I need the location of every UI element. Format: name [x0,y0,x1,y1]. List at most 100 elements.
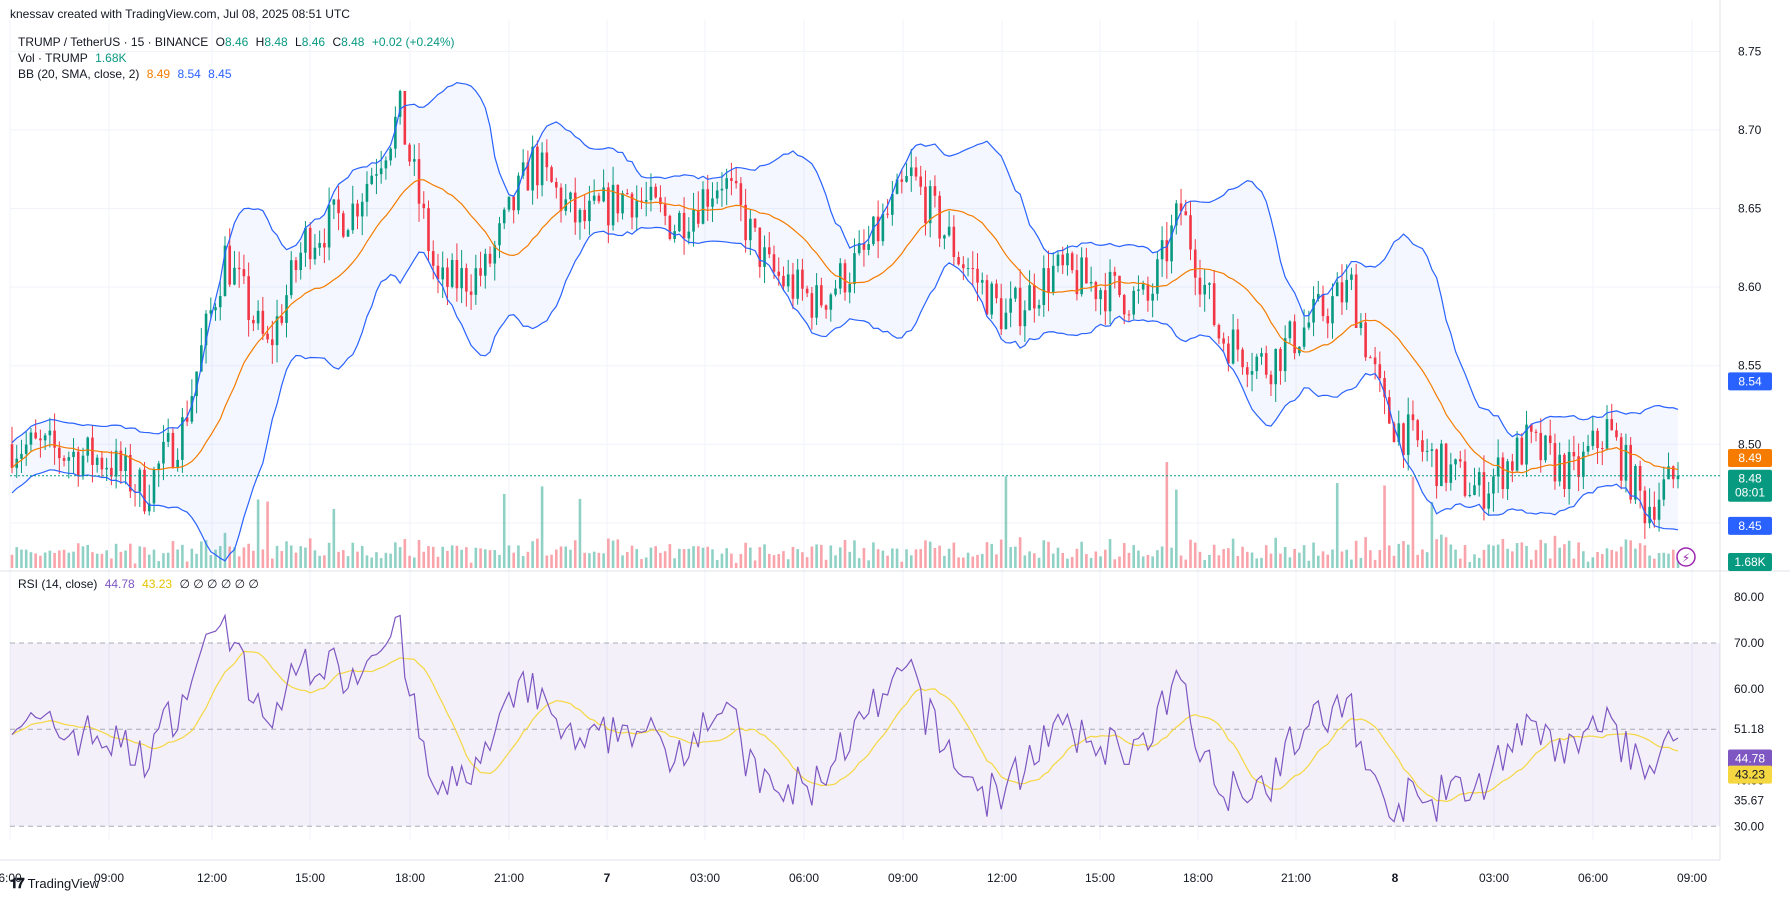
volume-bar-227 [1085,554,1088,568]
candle-body-262 [1250,371,1254,375]
volume-bar-169 [810,546,814,568]
volume-bar-220 [1051,553,1055,568]
volume-bar-303 [1444,537,1448,568]
volume-bar-173 [829,545,833,568]
volume-bar-331 [1577,542,1580,568]
volume-bar-345 [1643,545,1647,568]
candle-body-101 [488,253,492,264]
volume-bar-87 [422,551,426,568]
volume-bar-112 [540,486,544,568]
candle-body-31 [157,463,161,470]
volume-bar-224 [1070,557,1074,568]
volume-label[interactable]: Vol · TRUMP [18,51,88,65]
volume-bar-270 [1288,557,1292,568]
volume-bar-262 [1250,552,1254,568]
candle-body-4 [29,432,33,445]
volume-bar-194 [928,541,932,568]
volume-bar-141 [678,548,681,568]
candle-body-123 [592,195,596,201]
volume-bar-7 [43,552,47,568]
candle-body-76 [370,175,374,184]
volume-bar-44 [218,546,222,568]
badge-rsi-ma-text: 43.23 [1735,768,1765,782]
candle-body-314 [1496,457,1500,477]
candle-body-6 [39,438,42,441]
candle-body-88 [427,208,430,252]
volume-bar-315 [1501,539,1505,568]
candle-body-305 [1454,459,1457,465]
candle-body-192 [919,176,923,187]
volume-bar-297 [1416,554,1419,568]
time-tick-15: 03:00 [1479,871,1509,885]
candle-body-94 [455,260,459,289]
volume-bar-183 [876,549,880,568]
bb-label[interactable]: BB (20, SMA, close, 2) [18,67,140,81]
volume-bar-109 [526,551,530,568]
candle-body-9 [53,430,56,448]
candle-body-206 [985,280,989,315]
candle-body-161 [772,254,776,272]
volume-bar-293 [1397,543,1401,568]
volume-bar-59 [289,545,293,568]
volume-bar-300 [1430,501,1434,568]
rsi-label[interactable]: RSI (14, close) [18,577,98,591]
badge-price-text-1: 08:01 [1735,486,1765,500]
volume-bar-251 [1198,551,1202,568]
candle-body-160 [767,247,771,255]
candle-body-245 [1170,225,1173,262]
candle-body-28 [143,469,146,512]
volume-bar-57 [280,551,284,568]
candle-body-227 [1085,257,1088,284]
candle-body-137 [659,197,662,205]
volume-bar-79 [384,552,388,568]
volume-bar-94 [455,545,459,568]
symbol-label[interactable]: TRUMP / TetherUS · 15 · BINANCE [18,35,209,49]
candle-body-252 [1203,284,1207,295]
volume-bar-120 [578,498,582,568]
volume-bar-350 [1667,553,1670,568]
volume-bar-95 [460,549,463,568]
candle-body-313 [1492,476,1495,494]
candle-body-91 [441,267,444,280]
volume-bar-226 [1080,541,1083,568]
volume-bar-271 [1293,548,1296,568]
volume-bar-231 [1104,549,1107,568]
candle-body-271 [1293,321,1296,354]
volume-bar-283 [1350,559,1353,568]
volume-bar-276 [1316,555,1320,568]
time-tick-2: 12:00 [197,871,227,885]
candle-body-29 [147,503,151,512]
volume-bar-199 [952,542,956,568]
volume-bar-323 [1539,539,1543,568]
volume-bar-306 [1458,558,1462,568]
candle-body-55 [271,339,274,346]
candle-body-68 [332,199,336,205]
candle-body-5 [34,432,37,439]
candle-body-128 [616,184,620,214]
candle-body-84 [408,144,411,162]
volume-bar-43 [214,549,217,568]
volume-bar-269 [1283,546,1287,568]
candle-body-104 [502,209,506,224]
candle-body-25 [129,454,132,492]
volume-bar-101 [488,550,492,568]
volume-bar-26 [133,563,137,568]
time-tick-6: 7 [604,871,611,885]
candle-body-179 [857,243,861,254]
badge-bb-mid-bg [1728,449,1772,467]
volume-bar-165 [791,546,795,568]
candle-body-61 [299,252,303,271]
badge-rsi-text-0: 44.78 [1735,752,1765,766]
axes: 8.75 8.70 8.65 8.60 8.55 8.50 8.45 80.00 70.00 60… [0,44,1772,885]
volume-bar-56 [275,545,279,568]
volume-bar-78 [379,558,383,568]
candle-body-167 [801,269,804,289]
volume-bar-247 [1179,555,1183,568]
tradingview-logo[interactable]: 𝟏𝟕 TradingView [10,875,99,892]
candle-body-183 [876,216,880,242]
candle-body-8 [48,430,52,436]
candle-body-263 [1255,356,1259,372]
volume-bar-177 [848,551,852,568]
volume-bar-221 [1056,547,1060,568]
